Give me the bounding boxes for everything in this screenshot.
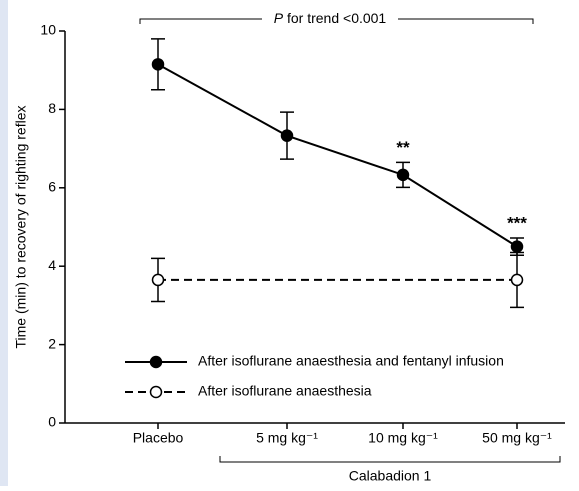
marker	[396, 168, 410, 182]
significance-label: ***	[507, 213, 527, 232]
legend-label: After isoflurane anaesthesia and fentany…	[198, 353, 504, 369]
legend-marker	[149, 385, 163, 399]
marker	[510, 273, 524, 287]
x-tick-label: Placebo	[133, 430, 184, 446]
significance-label: **	[396, 138, 410, 157]
y-tick-label: 8	[48, 100, 56, 116]
trend-label: P for trend <0.001	[274, 10, 387, 26]
y-tick-label: 4	[48, 257, 56, 273]
trend-bracket	[139, 18, 534, 24]
y-tick-label: 6	[48, 179, 56, 195]
marker	[280, 129, 294, 142]
trend-p: P	[274, 10, 284, 26]
side-strip	[0, 0, 8, 486]
y-tick-label: 10	[40, 22, 56, 38]
x-tick-label: 5 mg kg⁻¹	[256, 430, 318, 446]
trend-text: for trend <0.001	[287, 10, 386, 26]
x-tick-label: 50 mg kg⁻¹	[482, 430, 552, 446]
marker	[151, 58, 165, 71]
group-bracket	[219, 456, 561, 463]
x-tick-label: 10 mg kg⁻¹	[368, 430, 438, 446]
y-axis-label: Time (min) to recovery of righting refle…	[13, 106, 29, 349]
legend-marker	[149, 355, 163, 369]
y-tick-label: 2	[48, 335, 56, 351]
group-label: Calabadion 1	[349, 468, 432, 484]
marker	[151, 273, 165, 287]
y-tick-label: 0	[48, 414, 56, 430]
marker	[510, 240, 524, 253]
legend-label: After isoflurane anaesthesia	[198, 383, 372, 399]
series-line	[157, 63, 518, 248]
